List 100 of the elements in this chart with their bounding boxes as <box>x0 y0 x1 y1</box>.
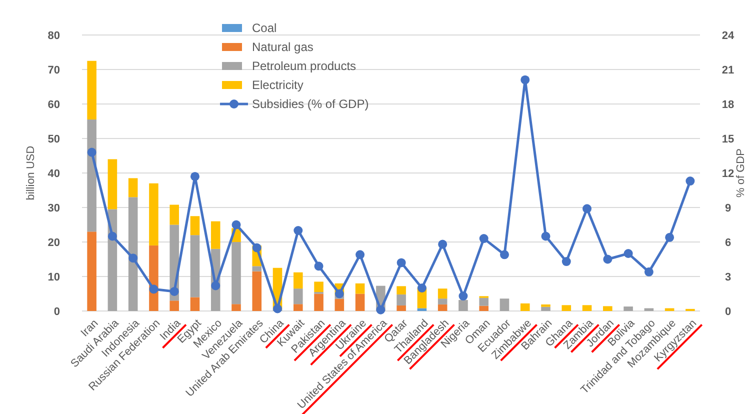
bar <box>582 305 592 311</box>
point <box>624 249 633 258</box>
legend-label: Coal <box>252 21 277 36</box>
point <box>170 286 179 296</box>
bar <box>190 216 200 236</box>
bar <box>149 183 158 246</box>
bar <box>232 242 241 304</box>
y-tick-label: 40 <box>48 168 60 180</box>
bar <box>170 300 179 311</box>
bar <box>479 298 488 306</box>
bar <box>128 178 138 198</box>
bar <box>644 308 654 311</box>
bar <box>87 120 96 232</box>
point <box>438 240 448 249</box>
point <box>686 176 695 186</box>
bar <box>190 235 200 298</box>
point <box>458 292 468 301</box>
bar <box>294 288 303 304</box>
legend-label: Petroleum products <box>252 59 356 74</box>
point <box>500 250 509 260</box>
y-tick-label: 50 <box>48 133 60 146</box>
bar <box>541 304 550 307</box>
y2-tick-label: 3 <box>724 271 732 284</box>
point <box>232 220 241 230</box>
y2-tick-label: 0 <box>724 306 732 318</box>
y-tick-label: 0 <box>54 306 60 318</box>
y2-tick-label: 9 <box>724 202 732 214</box>
bar <box>664 308 674 311</box>
point <box>562 257 571 266</box>
point <box>294 226 303 235</box>
point <box>108 232 117 241</box>
point <box>665 232 674 242</box>
y2-tick-label: 21 <box>722 64 734 76</box>
point <box>396 258 406 268</box>
bar <box>190 297 200 311</box>
point <box>417 284 426 292</box>
bar <box>334 298 344 311</box>
y-tick-label: 70 <box>48 64 60 76</box>
bar <box>417 308 427 311</box>
y-tick-label: 60 <box>48 98 60 111</box>
bar <box>252 266 262 272</box>
y-tick-label: 30 <box>48 202 60 214</box>
bar <box>396 294 406 306</box>
point <box>376 305 386 314</box>
point <box>479 234 488 244</box>
bar <box>438 298 448 304</box>
legend-label: Electricity <box>252 78 304 92</box>
point <box>356 250 365 260</box>
bar <box>355 283 365 294</box>
bar <box>170 204 179 225</box>
bar <box>438 288 448 299</box>
bar <box>252 271 262 311</box>
bar <box>479 306 488 311</box>
point <box>582 204 592 214</box>
point <box>190 172 200 181</box>
point <box>87 148 96 157</box>
bar <box>108 159 118 210</box>
y2-tick-label: 6 <box>724 236 732 249</box>
point <box>314 262 324 271</box>
bar <box>355 294 365 311</box>
bar <box>603 306 612 311</box>
point <box>211 281 220 290</box>
bar <box>314 294 324 311</box>
y2-tick-label: 18 <box>722 98 734 111</box>
y-tick-label: 10 <box>48 271 60 284</box>
point <box>149 284 158 294</box>
bar <box>500 298 510 311</box>
y-axis-title: billion USD <box>25 146 37 200</box>
bar <box>396 286 406 294</box>
point <box>273 304 282 314</box>
bar <box>396 305 406 311</box>
y2-tick-label: 12 <box>722 168 734 180</box>
y2-tick-label: 24 <box>722 30 735 42</box>
point <box>541 232 550 241</box>
point <box>128 254 138 263</box>
bar <box>210 221 220 249</box>
point <box>252 243 262 252</box>
point <box>644 267 654 276</box>
y-tick-label: 80 <box>48 30 60 42</box>
bar <box>624 306 633 311</box>
bar <box>232 304 241 311</box>
bar <box>314 282 324 292</box>
y-tick-label: 20 <box>48 236 60 249</box>
bar <box>458 300 468 311</box>
point <box>603 254 612 264</box>
y2-axis-title: % of GDP <box>735 148 747 198</box>
bar <box>562 305 572 311</box>
bar <box>541 306 550 311</box>
bar <box>520 303 530 311</box>
bar <box>87 232 96 311</box>
bar <box>87 60 96 120</box>
point <box>520 75 530 84</box>
point <box>334 289 344 298</box>
bar <box>128 197 138 311</box>
legend-label: Subsidies (% of GDP) <box>252 97 369 112</box>
bar <box>438 304 448 311</box>
legend-label: Natural gas <box>252 40 314 54</box>
bar <box>294 272 303 289</box>
bar <box>294 304 303 311</box>
y2-tick-label: 15 <box>722 133 734 146</box>
